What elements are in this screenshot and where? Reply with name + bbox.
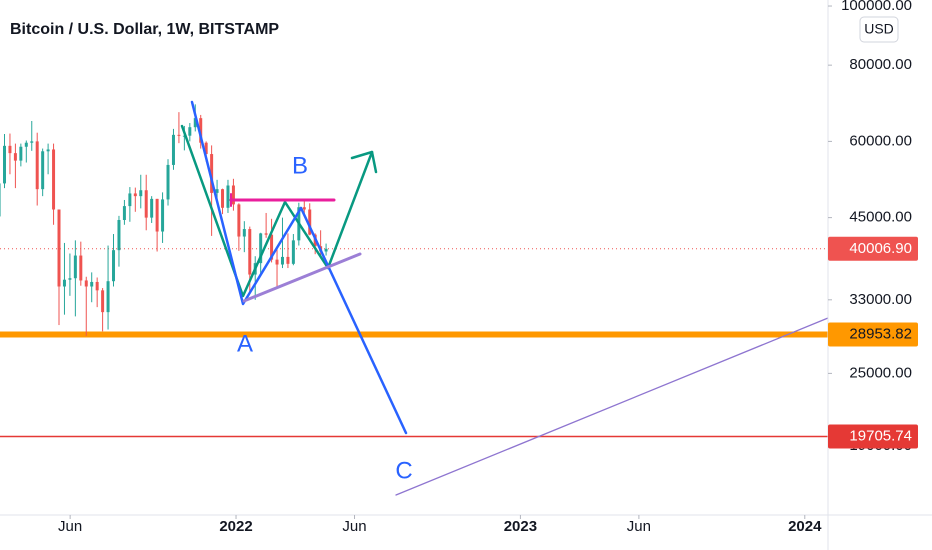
candle-body xyxy=(270,234,274,260)
drawings xyxy=(180,100,829,496)
y-tick-label: 45000.00 xyxy=(849,209,912,226)
candle-body xyxy=(193,118,197,128)
green-arrowhead xyxy=(350,150,378,174)
purple-line xyxy=(242,252,362,303)
currency-box[interactable] xyxy=(859,16,899,43)
candle-body xyxy=(248,229,252,275)
candle-body xyxy=(242,229,246,237)
candle-body xyxy=(95,281,99,291)
x-tick-label: 2023 xyxy=(504,518,537,535)
candle-body xyxy=(231,185,235,205)
candle-body xyxy=(84,280,88,287)
price-level-label: 28953.82 xyxy=(849,325,912,342)
candle-body xyxy=(24,142,28,147)
candle-body xyxy=(133,193,137,197)
x-tick-label: 2022 xyxy=(219,518,252,535)
last-price-tag xyxy=(828,236,918,261)
candle-body xyxy=(275,259,279,265)
candle-body xyxy=(46,149,50,152)
wave-label: C xyxy=(395,457,412,484)
price-axis xyxy=(828,0,932,550)
y-tick-label: 33000.00 xyxy=(849,291,912,308)
x-tick-label: Jun xyxy=(627,518,651,535)
x-tick-label: 2024 xyxy=(788,518,822,535)
candle-body xyxy=(3,145,7,184)
candle-body xyxy=(117,219,121,251)
candle-body xyxy=(139,190,143,197)
candle-body xyxy=(264,233,268,235)
candle-body xyxy=(259,233,263,264)
candle-body xyxy=(19,146,23,161)
candle-body xyxy=(101,290,105,313)
price-level-label: 19705.74 xyxy=(849,427,912,444)
last-price-label: 40006.90 xyxy=(849,240,912,257)
wave-label: B xyxy=(292,152,308,179)
candle-body xyxy=(221,189,225,208)
candle-body xyxy=(79,255,83,281)
candle-body xyxy=(302,207,306,210)
y-tick-label: 100000.00 xyxy=(841,0,912,14)
x-tick-label: Jun xyxy=(342,518,366,535)
candle-body xyxy=(324,248,328,252)
candle-body xyxy=(73,255,77,279)
candle-body xyxy=(204,142,208,155)
x-tick-label: Jun xyxy=(58,518,82,535)
candle-body xyxy=(128,193,132,207)
candle-body xyxy=(177,134,181,136)
candle-body xyxy=(237,204,241,237)
blue-zigzag xyxy=(190,100,408,435)
candle-body xyxy=(171,134,175,165)
candle-body xyxy=(122,206,126,220)
candle-body xyxy=(199,118,203,143)
axis-labels: 100000.00 80000.00 60000.00 45000.00 33000.0… xyxy=(58,0,918,535)
candle-body xyxy=(112,250,116,282)
candle-body xyxy=(150,198,154,218)
price-level-tag xyxy=(828,424,918,449)
candle-body xyxy=(35,141,39,190)
candle-body xyxy=(13,153,17,161)
candle-body xyxy=(155,198,159,232)
candle-body xyxy=(144,190,148,218)
candle-body xyxy=(68,278,72,280)
candle-body xyxy=(90,281,94,287)
candle-body xyxy=(291,240,295,264)
candle-body xyxy=(0,183,1,217)
candle-body xyxy=(286,256,290,264)
candle-body xyxy=(188,127,192,136)
y-tick-label: 25000.00 xyxy=(849,364,912,381)
candle-body xyxy=(280,256,284,265)
candle-body xyxy=(226,185,230,208)
green-zigzag xyxy=(180,124,374,298)
purple-trendline xyxy=(395,317,829,496)
candle-body xyxy=(215,189,219,193)
candle-body xyxy=(62,279,66,287)
candle-body xyxy=(166,164,170,200)
candle-body xyxy=(52,149,56,210)
candle-body xyxy=(8,145,12,154)
candle-body xyxy=(210,154,214,193)
wave-label: A xyxy=(237,330,253,357)
candle-body xyxy=(161,199,165,232)
y-tick-label: 60000.00 xyxy=(849,132,912,149)
candle-body xyxy=(106,281,110,313)
candle-body xyxy=(30,141,34,143)
candle-body xyxy=(41,151,45,190)
candle-body xyxy=(57,209,61,287)
currency[interactable]: USD xyxy=(864,21,894,37)
price-level-tag xyxy=(828,322,918,347)
candle-body xyxy=(308,209,312,235)
y-tick-label: 80000.00 xyxy=(849,56,912,73)
chart-title: Bitcoin / U.S. Dollar, 1W, BITSTAMP xyxy=(10,21,279,38)
